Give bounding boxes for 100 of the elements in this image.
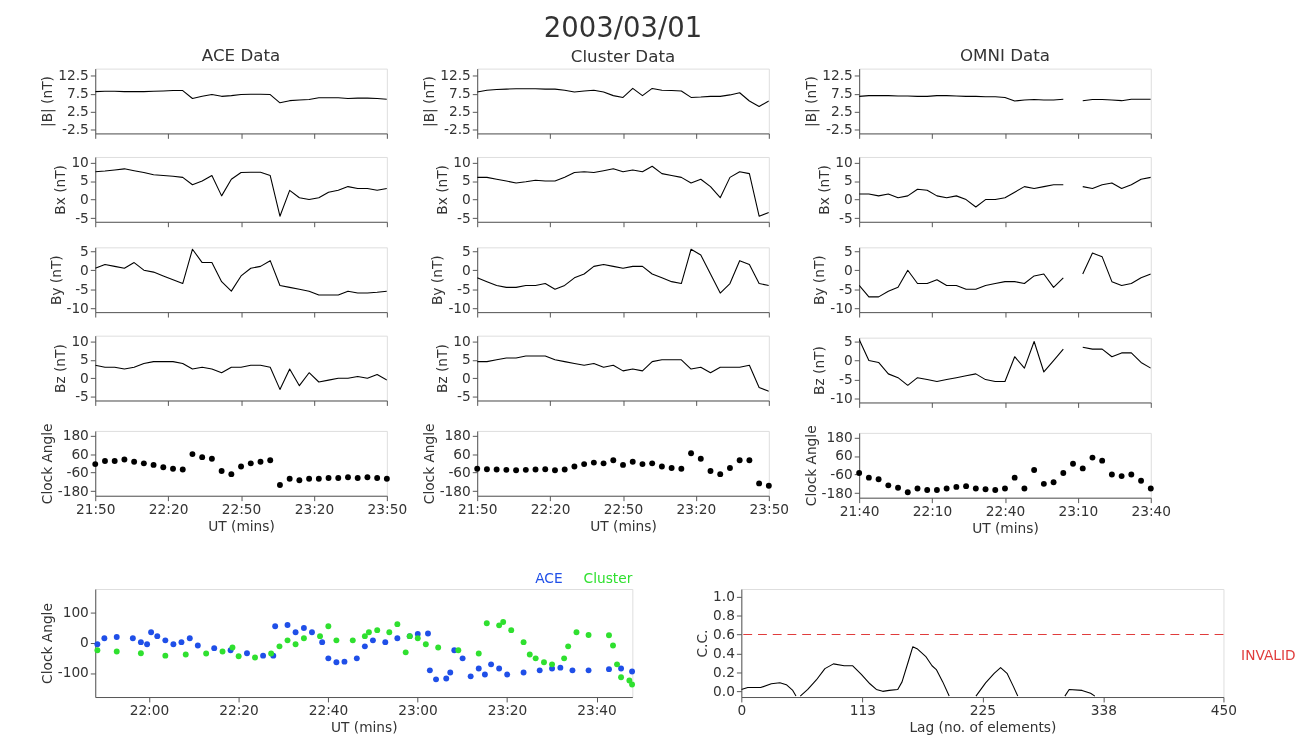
point — [425, 630, 431, 637]
point — [162, 652, 169, 659]
x-tick-label: 23:10 — [1058, 502, 1099, 519]
point — [354, 475, 361, 481]
point — [953, 483, 960, 490]
point — [426, 667, 433, 674]
y-tick-label: 0.0 — [713, 682, 735, 699]
point — [459, 655, 466, 662]
y-tick-label: -10 — [830, 299, 853, 316]
point — [102, 458, 108, 464]
point — [571, 463, 578, 470]
point — [252, 654, 258, 661]
point — [606, 666, 612, 673]
point — [552, 467, 558, 474]
point — [382, 639, 389, 646]
point — [150, 461, 157, 468]
y-tick-label: 0 — [844, 261, 853, 278]
y-tick-label: 0.4 — [713, 644, 735, 661]
point — [522, 466, 529, 473]
point — [496, 665, 503, 672]
point — [904, 489, 911, 496]
point — [475, 665, 482, 672]
point — [474, 465, 481, 472]
point — [875, 476, 882, 483]
point — [504, 671, 511, 678]
x-tick-label: 22:10 — [912, 502, 953, 519]
point — [924, 487, 931, 493]
point — [160, 464, 167, 471]
y-axis-title: Clock Angle — [802, 425, 819, 507]
point — [508, 627, 515, 634]
x-tick-label: 21:50 — [457, 500, 498, 517]
point — [500, 619, 507, 625]
y-tick-label: 0 — [462, 261, 471, 278]
point — [1060, 470, 1067, 476]
point — [639, 461, 646, 468]
point — [549, 661, 555, 668]
point — [914, 485, 921, 492]
y-tick-label: 5 — [462, 242, 471, 259]
point — [284, 637, 291, 644]
point — [1079, 465, 1086, 472]
point — [585, 667, 592, 674]
point — [247, 460, 254, 467]
x-tick-label: 0 — [737, 702, 747, 719]
point — [1138, 477, 1145, 484]
point — [1099, 457, 1106, 464]
point — [532, 466, 539, 473]
line-series — [477, 165, 769, 217]
chart-subtitle: Cluster Data — [570, 46, 676, 66]
chart-subtitle: ACE Data — [201, 45, 281, 65]
x-tick-label: 23:50 — [749, 500, 790, 517]
point — [179, 466, 186, 473]
point — [292, 629, 299, 636]
y-axis-title: Bz (nT) — [811, 346, 828, 395]
point — [610, 457, 617, 464]
y-tick-label: 60 — [71, 445, 89, 462]
point — [374, 627, 381, 634]
y-tick-label: 100 — [62, 604, 89, 621]
y-axis-title: Bx (nT) — [816, 165, 833, 215]
point — [414, 635, 421, 642]
point — [203, 650, 210, 657]
point — [1070, 460, 1076, 467]
point — [235, 653, 242, 660]
point — [211, 645, 218, 652]
point — [386, 629, 393, 636]
y-tick-label: -5 — [75, 280, 89, 297]
y-tick-label: -5 — [839, 209, 853, 226]
x-tick-label: 113 — [849, 702, 876, 719]
point — [447, 669, 454, 676]
point — [618, 674, 625, 681]
y-tick-label: -5 — [839, 280, 853, 297]
point — [369, 637, 376, 644]
point — [443, 675, 450, 682]
y-tick-label: 2.5 — [830, 103, 853, 120]
point — [170, 641, 177, 648]
point — [1147, 485, 1154, 492]
line-series — [95, 168, 387, 217]
y-axis-title: Bz (nT) — [52, 344, 69, 393]
point — [503, 466, 510, 473]
point — [483, 620, 490, 627]
point — [1031, 467, 1038, 473]
point — [292, 641, 299, 648]
x-tick-label: 22:50 — [221, 500, 262, 517]
x-axis-title: UT (mins) — [330, 718, 398, 735]
point — [496, 622, 503, 629]
y-axis-title: Bx (nT) — [52, 165, 69, 215]
point — [565, 643, 572, 650]
point — [1128, 471, 1135, 478]
point — [267, 457, 274, 464]
point — [1050, 479, 1057, 486]
point — [277, 482, 283, 488]
line-series — [477, 355, 769, 392]
point — [121, 456, 128, 463]
x-tick-label: 225 — [969, 702, 996, 719]
y-tick-label: -2.5 — [62, 121, 89, 138]
x-tick-label: 22:20 — [530, 500, 571, 517]
y-tick-label: 0 — [80, 634, 89, 651]
point — [606, 632, 612, 639]
y-tick-label: 5 — [462, 351, 471, 368]
point — [717, 471, 724, 478]
point — [756, 480, 763, 487]
